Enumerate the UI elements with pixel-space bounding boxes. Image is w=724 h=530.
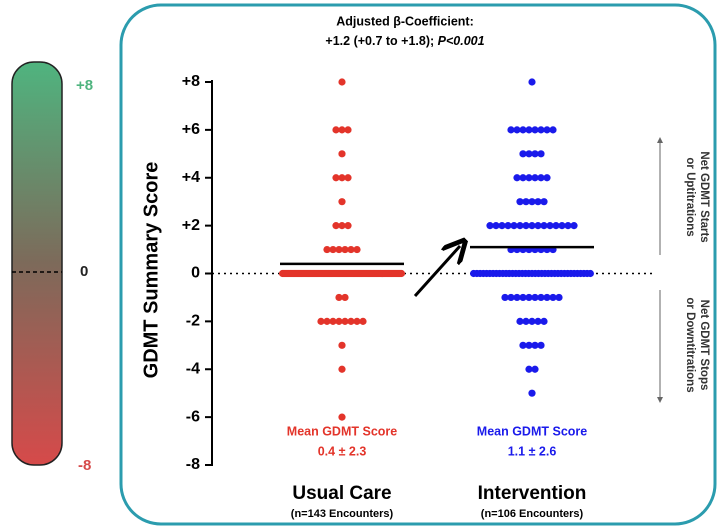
dot (338, 342, 345, 349)
color-bar-middle: 0 (80, 263, 88, 280)
y-tick-label: -6 (186, 408, 200, 425)
dot (537, 150, 544, 157)
mean-title: Mean GDMT Score (287, 424, 397, 438)
y-tick-label: +6 (182, 121, 200, 138)
dot (344, 126, 351, 133)
subtitle-p: P<0.001 (438, 34, 485, 48)
dot (341, 294, 348, 301)
dot (338, 198, 345, 205)
chart: +8 0 -8 Adjusted β-Coefficient: +1.2 (+0… (0, 0, 724, 530)
dot (344, 222, 351, 229)
y-tick-label: 0 (191, 265, 200, 282)
x-tick-note: (n=143 Encounters) (291, 508, 394, 520)
mean-title: Mean GDMT Score (477, 424, 587, 438)
subtitle-text: +1.2 (+0.7 to +1.8); (325, 34, 437, 48)
dot (549, 126, 556, 133)
dot (359, 318, 366, 325)
color-bar-top: +8 (76, 77, 93, 94)
x-tick-label: Usual Care (292, 483, 391, 504)
dot (528, 390, 535, 397)
y-tick-label: +4 (182, 169, 200, 186)
dot (528, 78, 535, 85)
dot (555, 294, 562, 301)
y-tick-label: -4 (186, 360, 200, 377)
y-tick-label: -8 (186, 456, 200, 473)
y-tick-label: +8 (182, 73, 200, 90)
dot (338, 366, 345, 373)
y-tick-label: -2 (186, 313, 200, 330)
dot (338, 414, 345, 421)
mean-label: 0.4 ± 2.3 (318, 444, 367, 458)
color-bar-bottom: -8 (78, 457, 91, 474)
color-bar (12, 62, 62, 465)
y-axis-title: GDMT Summary Score (140, 162, 162, 379)
dot (338, 78, 345, 85)
mean-label: 1.1 ± 2.6 (508, 444, 557, 458)
chart-title: Adjusted β-Coefficient: (336, 14, 474, 28)
dot (398, 270, 405, 277)
change-arrow (415, 246, 460, 296)
dot (543, 174, 550, 181)
x-tick-note: (n=106 Encounters) (481, 508, 584, 520)
right-label: Net GDMT Stops (698, 300, 710, 391)
x-tick-label: Intervention (478, 483, 587, 504)
dot (540, 198, 547, 205)
dot (338, 150, 345, 157)
right-label: or Uptitrations (684, 157, 696, 236)
dot (570, 222, 577, 229)
chart-subtitle: +1.2 (+0.7 to +1.8); P<0.001 (325, 34, 484, 48)
page: {"chart_data": { "type": "dot", "title":… (0, 0, 724, 530)
right-label: or Downtitrations (684, 297, 696, 392)
dot (537, 342, 544, 349)
y-tick-label: +2 (182, 217, 200, 234)
dot (540, 318, 547, 325)
dot (344, 174, 351, 181)
dot (587, 270, 594, 277)
dot (353, 246, 360, 253)
dot (531, 366, 538, 373)
right-label: Net GDMT Starts (698, 151, 710, 242)
